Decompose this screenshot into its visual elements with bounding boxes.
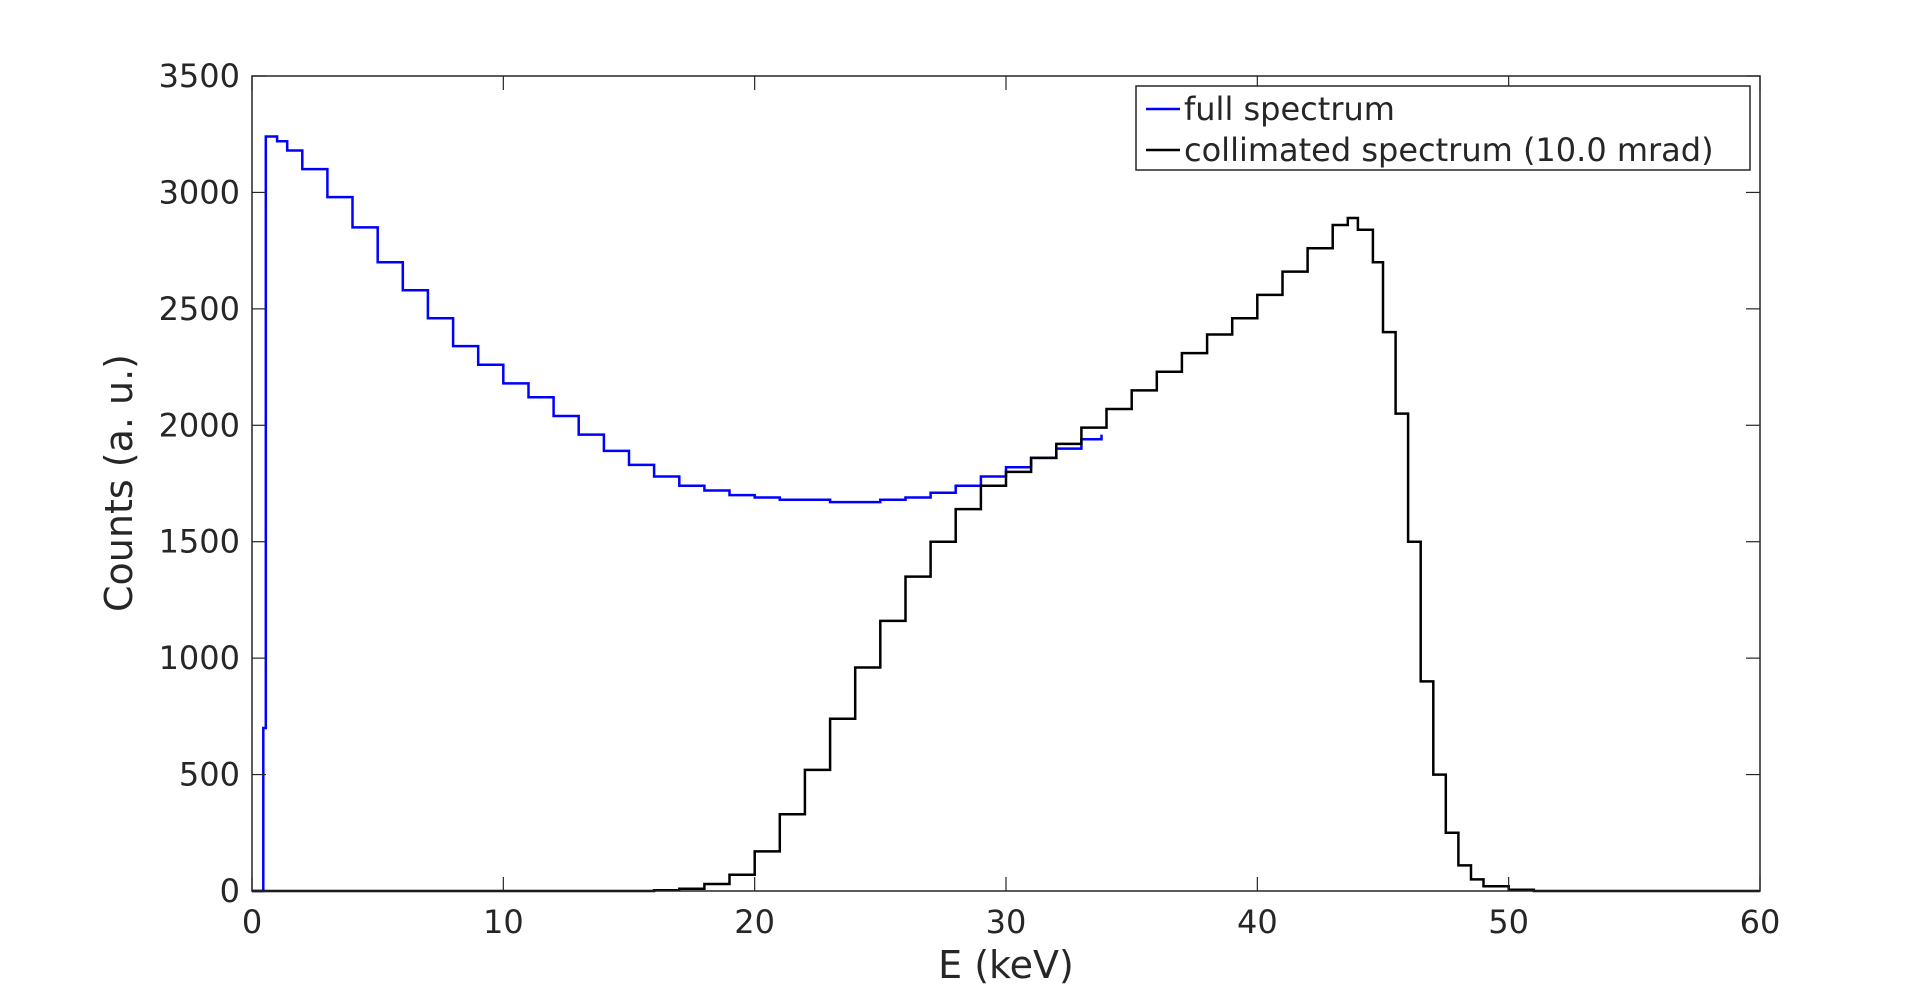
x-axis-label: E (keV) — [938, 943, 1074, 987]
y-tick-label: 3000 — [159, 173, 240, 211]
series-line-collimated-spectrum — [252, 216, 1760, 893]
x-tick-label: 0 — [242, 903, 262, 941]
x-tick-label: 60 — [1740, 903, 1781, 941]
x-tick-label: 10 — [483, 903, 524, 941]
series-line-full-spectrum — [252, 135, 1103, 893]
y-tick-label: 0 — [220, 872, 240, 910]
tick-layer: 0 10 20 30 40 50 60 0 500 1000 1500 2000 2500 3000 350… — [159, 57, 1781, 941]
y-axis-label: Counts (a. u.) — [97, 354, 141, 612]
x-tick-label: 50 — [1488, 903, 1529, 941]
legend-box — [1135, 85, 1751, 171]
legend: full spectrum collimated spectrum (10.0 … — [1135, 85, 1751, 171]
y-tick-label: 2000 — [159, 406, 240, 444]
legend-label-collimated-spectrum: collimated spectrum (10.0 mrad) — [1184, 131, 1714, 169]
x-tick-label: 30 — [986, 903, 1027, 941]
y-tick-label: 1000 — [159, 639, 240, 677]
series-layer — [252, 135, 1760, 893]
y-tick-label: 3500 — [159, 57, 240, 95]
y-tick-label: 500 — [179, 756, 240, 794]
y-tick-label: 2500 — [159, 290, 240, 328]
y-tick-label: 1500 — [159, 523, 240, 561]
legend-label-full-spectrum: full spectrum — [1184, 90, 1395, 128]
x-tick-label: 20 — [734, 903, 775, 941]
x-tick-label: 40 — [1237, 903, 1278, 941]
